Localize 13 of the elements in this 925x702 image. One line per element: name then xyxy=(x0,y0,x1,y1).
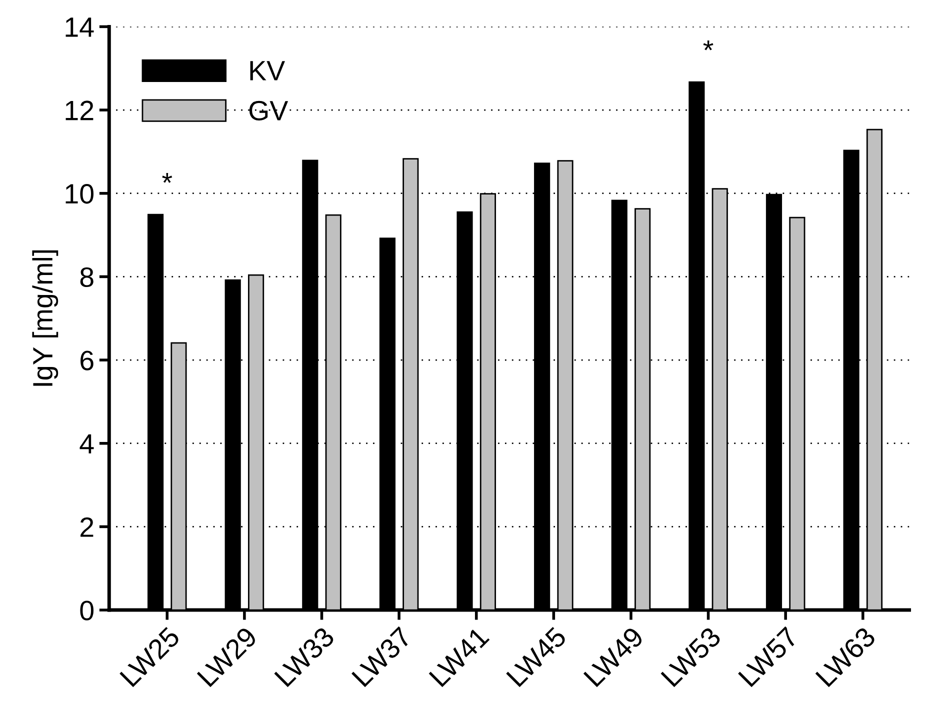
legend-label: GV xyxy=(249,100,288,120)
legend-label: KV xyxy=(250,61,285,80)
y-tick-label: 12 xyxy=(66,100,94,120)
y-axis-title: IgY [mg/ml] xyxy=(32,250,58,386)
y-tick-label: 6 xyxy=(80,350,94,370)
annotation: * xyxy=(703,40,714,50)
annotation: * xyxy=(162,173,172,183)
y-tick-label: 0 xyxy=(80,600,94,620)
y-tick-label: 4 xyxy=(80,434,94,454)
y-tick-label: 8 xyxy=(80,267,94,288)
y-tick-label: 10 xyxy=(66,184,94,204)
y-tick-label: 2 xyxy=(80,517,94,537)
y-tick-label: 14 xyxy=(66,18,94,37)
